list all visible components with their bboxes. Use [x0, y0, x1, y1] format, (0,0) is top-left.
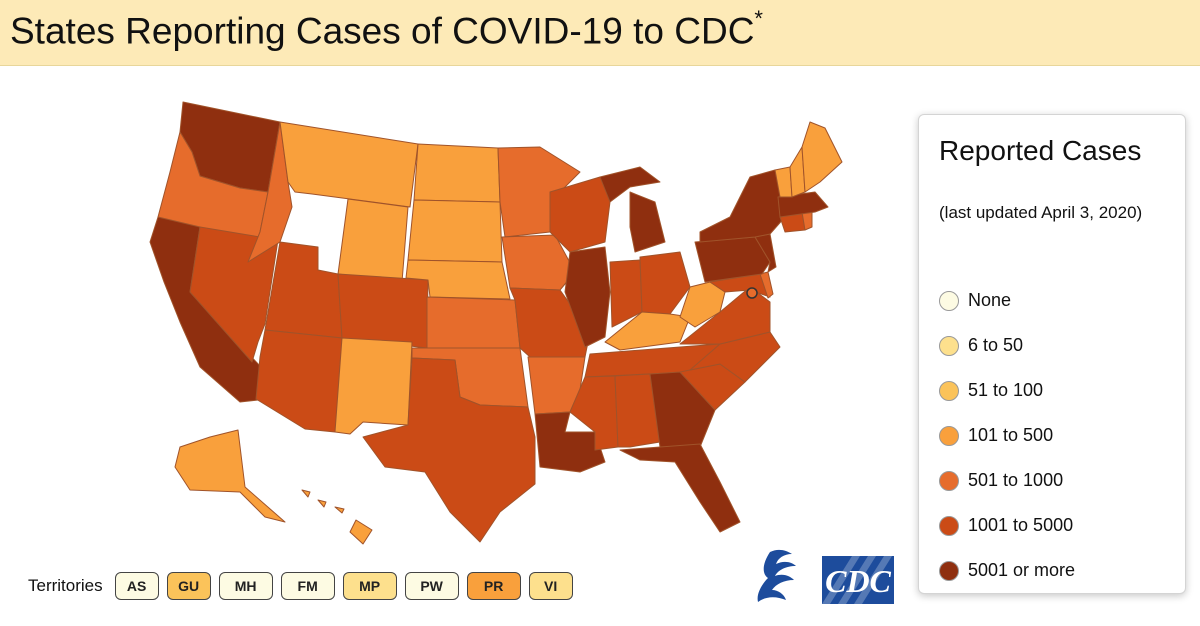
territory-button-pw[interactable]: PW	[404, 572, 459, 600]
legend-swatch	[939, 470, 959, 491]
cdc-logo: CDC	[822, 556, 894, 604]
state-de[interactable]	[759, 271, 774, 299]
state-fl[interactable]	[619, 443, 741, 533]
legend-item-6-to-50: 6 to 50	[939, 323, 1075, 368]
territory-button-vi[interactable]: VI	[528, 572, 573, 600]
territories-bar: Territories AS GU MH FM MP PW PR VI	[28, 569, 581, 603]
state-ny[interactable]	[699, 169, 786, 243]
page-title: States Reporting Cases of COVID-19 to CD…	[10, 6, 763, 52]
state-tx[interactable]	[362, 357, 536, 543]
state-mt[interactable]	[279, 121, 419, 208]
territory-code: MH	[234, 578, 257, 594]
legend-list: None 6 to 50 51 to 100 101 to 500 501 to…	[939, 278, 1075, 593]
state-ut[interactable]	[264, 241, 343, 339]
territory-code: PR	[483, 578, 504, 594]
state-ks[interactable]	[426, 296, 521, 349]
state-ga[interactable]	[649, 371, 716, 448]
title-asterisk: *	[754, 6, 763, 31]
territories-label: Territories	[28, 576, 103, 595]
state-layer	[149, 101, 843, 545]
state-nd[interactable]	[413, 143, 501, 203]
legend-item-none: None	[939, 278, 1075, 323]
svg-text:CDC: CDC	[825, 563, 891, 599]
state-wy[interactable]	[337, 198, 409, 283]
legend-label: 101 to 500	[968, 425, 1054, 445]
territory-button-mp[interactable]: MP	[342, 572, 397, 600]
legend-label: 6 to 50	[968, 335, 1024, 355]
territory-code: AS	[126, 578, 147, 594]
territory-button-as[interactable]: AS	[114, 572, 159, 600]
state-dc-marker[interactable]	[746, 287, 758, 299]
state-az[interactable]	[255, 329, 343, 433]
legend-label: 5001 or more	[968, 560, 1076, 580]
legend-item-101-to-500: 101 to 500	[939, 413, 1075, 458]
legend-title: Reported Cases	[939, 135, 1142, 166]
us-map-svg	[149, 101, 843, 545]
legend-swatch	[939, 380, 959, 401]
legend-panel: Reported Cases (last updated April 3, 20…	[918, 114, 1186, 594]
page-title-text: States Reporting Cases of COVID-19 to CD…	[10, 10, 755, 52]
legend-label: 501 to 1000	[968, 470, 1064, 490]
logos: CDC	[748, 544, 896, 608]
state-me[interactable]	[801, 121, 843, 193]
legend-swatch	[939, 335, 959, 356]
state-ma[interactable]	[777, 191, 829, 218]
state-id[interactable]	[247, 121, 293, 263]
territory-code: MP	[359, 578, 381, 594]
legend-swatch	[939, 515, 959, 536]
state-oh[interactable]	[639, 251, 691, 315]
state-nm[interactable]	[334, 337, 413, 435]
territory-code: FM	[297, 578, 318, 594]
state-hi[interactable]	[301, 489, 373, 545]
legend-item-501-to-1000: 501 to 1000	[939, 458, 1075, 503]
territory-code: GU	[178, 578, 200, 594]
logos-svg: CDC	[757, 549, 894, 604]
legend-label: 51 to 100	[968, 380, 1044, 400]
legend-item-1001-to-5000: 1001 to 5000	[939, 503, 1075, 548]
territory-button-gu[interactable]: GU	[166, 572, 211, 600]
state-al[interactable]	[614, 373, 661, 448]
legend-item-5001-or-more: 5001 or more	[939, 548, 1075, 593]
territory-button-pr[interactable]: PR	[466, 572, 521, 600]
state-co[interactable]	[337, 273, 429, 349]
page-header: States Reporting Cases of COVID-19 to CD…	[0, 0, 1200, 66]
us-map	[80, 92, 910, 562]
legend-label: 1001 to 5000	[968, 515, 1074, 535]
legend-swatch	[939, 425, 959, 446]
territory-button-mh[interactable]: MH	[218, 572, 273, 600]
territory-code: VI	[544, 578, 558, 594]
legend-swatch	[939, 290, 959, 311]
territory-button-fm[interactable]: FM	[280, 572, 335, 600]
legend-swatch	[939, 560, 959, 581]
state-il[interactable]	[564, 246, 611, 348]
state-mi[interactable]	[599, 166, 666, 253]
state-sd[interactable]	[407, 199, 503, 263]
legend-item-51-to-100: 51 to 100	[939, 368, 1075, 413]
territory-code: PW	[420, 578, 443, 594]
hhs-eagle-logo	[757, 549, 796, 602]
legend-updated: (last updated April 3, 2020)	[939, 203, 1143, 222]
legend-label: None	[968, 290, 1012, 310]
state-ak[interactable]	[174, 429, 286, 523]
